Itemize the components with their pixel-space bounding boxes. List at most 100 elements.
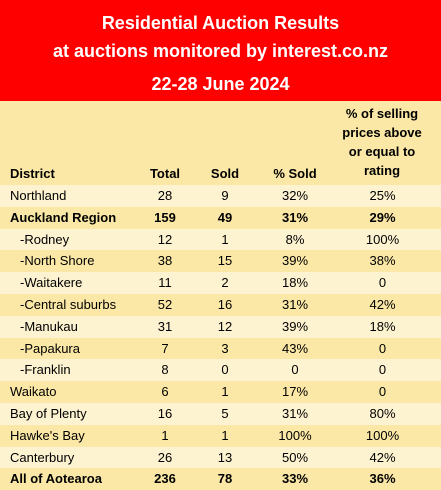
cell-pct-sold: 31% xyxy=(281,296,309,312)
cell-sold: 1 xyxy=(221,231,229,247)
cell-total: 11 xyxy=(158,275,172,291)
cell-sold: 5 xyxy=(221,405,229,421)
table-row: -Papakura 7 3 43% 0 xyxy=(0,337,441,360)
cell-rating: 0 xyxy=(378,275,387,291)
cell-rating: 0 xyxy=(378,384,387,400)
cell-district: -Rodney xyxy=(20,231,70,247)
cell-rating: 18% xyxy=(369,318,396,334)
cell-pct-sold: 0 xyxy=(291,362,299,378)
header-district: District xyxy=(10,166,55,181)
cell-sold: 12 xyxy=(217,318,233,334)
table-row: Waikato 6 1 17% 0 xyxy=(0,381,441,403)
cell-rating: 38% xyxy=(369,253,396,269)
table-body: Northland 28 9 32% 25% Auckland Region 1… xyxy=(0,185,441,490)
cell-pct-sold: 31% xyxy=(281,405,309,421)
header-pct-sold: % Sold xyxy=(273,166,317,181)
cell-sold: 49 xyxy=(217,209,233,225)
cell-pct-sold: 39% xyxy=(281,253,309,269)
cell-rating: 42% xyxy=(369,449,396,465)
cell-sold: 16 xyxy=(217,296,233,312)
cell-rating: 0 xyxy=(378,340,387,356)
cell-rating: 0 xyxy=(378,362,387,378)
cell-district: -North Shore xyxy=(20,253,95,269)
cell-district: Northland xyxy=(10,188,67,203)
cell-district: -Central suburbs xyxy=(20,296,117,312)
cell-district: Bay of Plenty xyxy=(10,405,87,421)
cell-rating: 42% xyxy=(369,296,396,312)
cell-rating: 25% xyxy=(369,188,396,203)
cell-sold: 1 xyxy=(221,384,229,400)
column-headers: District Total Sold % Sold % of selling … xyxy=(0,101,441,185)
cell-total: 28 xyxy=(157,188,173,203)
table-row: -Manukau 31 12 39% 18% xyxy=(0,315,441,338)
table-row: Northland 28 9 32% 25% xyxy=(0,185,441,207)
cell-sold: 0 xyxy=(221,362,229,378)
cell-sold: 78 xyxy=(217,471,233,487)
cell-sold: 3 xyxy=(221,340,229,356)
cell-pct-sold: 8% xyxy=(285,231,305,247)
title-banner: Residential Auction Results at auctions … xyxy=(0,0,441,101)
cell-rating: 29% xyxy=(369,209,396,225)
cell-pct-sold: 32% xyxy=(281,188,309,203)
table-row: -Waitakere 11 2 18% 0 xyxy=(0,272,441,294)
header-rating-line-1: % of selling xyxy=(345,106,419,121)
cell-district: Auckland Region xyxy=(10,209,117,225)
header-rating-line-2: prices above xyxy=(342,125,422,140)
cell-district: -Franklin xyxy=(20,362,71,378)
table-row: Auckland Region 159 49 31% 29% xyxy=(0,206,441,229)
cell-rating: 80% xyxy=(369,405,396,421)
cell-district: -Papakura xyxy=(20,340,80,356)
cell-total: 16 xyxy=(157,405,173,421)
cell-district: Waikato xyxy=(10,384,57,400)
cell-sold: 9 xyxy=(221,188,229,203)
cell-district: Canterbury xyxy=(10,449,75,465)
cell-sold: 2 xyxy=(221,275,229,291)
cell-total: 26 xyxy=(157,449,173,465)
table-row: -Rodney 12 1 8% 100% xyxy=(0,228,441,251)
date-range: 22-28 June 2024 xyxy=(151,74,290,94)
cell-pct-sold: 18% xyxy=(281,275,309,291)
header-total: Total xyxy=(149,166,181,181)
cell-total: 38 xyxy=(157,253,173,269)
header-rating: % of selling prices above or equal to ra… xyxy=(323,104,441,180)
cell-total: 236 xyxy=(154,471,176,487)
cell-rating: 100% xyxy=(365,231,400,247)
table-row: -North Shore 38 15 39% 38% xyxy=(0,250,441,273)
header-rating-line-4: rating xyxy=(363,163,401,178)
cell-total: 52 xyxy=(157,296,173,312)
cell-pct-sold: 43% xyxy=(281,340,309,356)
table-row: -Franklin 8 0 0 0 xyxy=(0,359,441,382)
cell-total: 8 xyxy=(161,362,169,378)
cell-total: 6 xyxy=(161,384,169,400)
cell-pct-sold: 33% xyxy=(281,471,309,487)
cell-pct-sold: 31% xyxy=(281,209,309,225)
cell-sold: 1 xyxy=(221,427,229,443)
table-row: Hawke's Bay 1 1 100% 100% xyxy=(0,424,441,447)
cell-rating: 100% xyxy=(365,427,400,443)
title-line-1: Residential Auction Results xyxy=(101,13,340,33)
cell-pct-sold: 39% xyxy=(281,318,309,334)
cell-pct-sold: 100% xyxy=(278,427,312,443)
header-sold: Sold xyxy=(210,166,240,181)
cell-sold: 13 xyxy=(217,449,233,465)
cell-rating: 36% xyxy=(369,471,396,487)
cell-total: 1 xyxy=(161,427,169,443)
cell-district: Hawke's Bay xyxy=(10,427,85,443)
table-row-total: All of Aotearoa 236 78 33% 36% xyxy=(0,468,441,490)
cell-total: 159 xyxy=(154,209,176,225)
cell-total: 12 xyxy=(157,231,173,247)
title-line-2: at auctions monitored by interest.co.nz xyxy=(52,41,389,61)
header-rating-line-3: or equal to xyxy=(348,144,416,159)
table-row: Canterbury 26 13 50% 42% xyxy=(0,446,441,469)
cell-district: -Manukau xyxy=(20,318,78,334)
cell-district: -Waitakere xyxy=(20,275,83,291)
cell-sold: 15 xyxy=(217,253,233,269)
table-row: Bay of Plenty 16 5 31% 80% xyxy=(0,402,441,425)
cell-district: All of Aotearoa xyxy=(10,471,102,487)
table-row: -Central suburbs 52 16 31% 42% xyxy=(0,293,441,316)
cell-total: 31 xyxy=(157,318,173,334)
cell-total: 7 xyxy=(161,340,169,356)
cell-pct-sold: 50% xyxy=(281,449,309,465)
cell-pct-sold: 17% xyxy=(281,384,309,400)
